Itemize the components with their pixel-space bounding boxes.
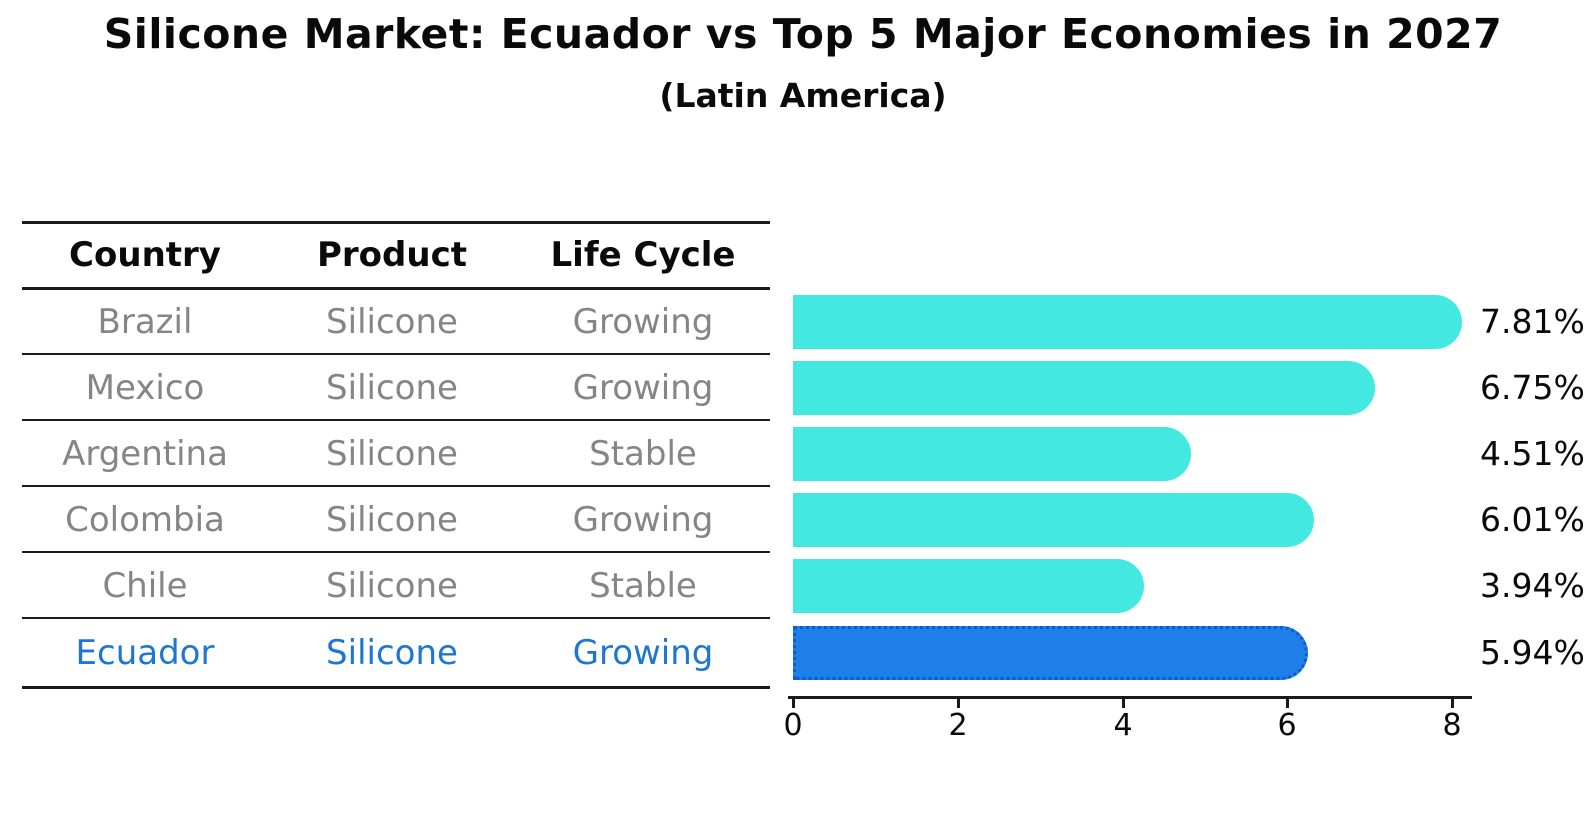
cell-life-cycle: Stable <box>589 434 697 474</box>
table-row-rule <box>22 485 770 487</box>
chart-title: Silicone Market: Ecuador vs Top 5 Major … <box>103 10 1503 58</box>
table-row: Chile Silicone Stable <box>22 553 770 619</box>
cell-country: Mexico <box>85 368 205 408</box>
cell-life-cycle: Growing <box>572 633 714 673</box>
x-axis-tick <box>792 699 795 708</box>
x-axis-tick <box>1286 699 1289 708</box>
x-axis-tick-label: 4 <box>1113 708 1133 743</box>
cell-product: Silicone <box>326 302 458 342</box>
table-header-rule <box>22 287 770 290</box>
bar-brazil <box>793 295 1462 349</box>
cell-country: Chile <box>102 566 188 606</box>
x-axis-tick-label: 8 <box>1442 708 1462 743</box>
table-row-rule <box>22 617 770 619</box>
bar-argentina <box>793 427 1191 481</box>
cell-product: Silicone <box>326 633 458 673</box>
x-axis-tick-label: 6 <box>1277 708 1297 743</box>
bar-ecuador-highlighted <box>793 626 1308 680</box>
value-label: 3.94% <box>1480 566 1585 605</box>
value-label: 6.75% <box>1480 368 1585 407</box>
x-axis-tick <box>1122 699 1125 708</box>
table-row-highlighted: Ecuador Silicone Growing <box>22 620 770 686</box>
cell-country: Ecuador <box>75 633 215 673</box>
table-bottom-rule <box>22 686 770 689</box>
cell-life-cycle: Stable <box>589 566 697 606</box>
cell-life-cycle: Growing <box>572 368 714 408</box>
table-header-row: Country Product Life Cycle <box>22 222 770 288</box>
bar-mexico <box>793 361 1375 415</box>
x-axis-tick <box>957 699 960 708</box>
table-top-rule <box>22 221 770 224</box>
header-cell-country: Country <box>69 235 221 275</box>
bar-chile <box>793 559 1144 613</box>
table-row: Argentina Silicone Stable <box>22 421 770 487</box>
x-axis-line <box>788 696 1472 699</box>
cell-life-cycle: Growing <box>572 302 714 342</box>
bar-colombia <box>793 493 1314 547</box>
chart-subtitle: (Latin America) <box>659 76 947 115</box>
cell-life-cycle: Growing <box>572 500 714 540</box>
table-row: Colombia Silicone Growing <box>22 487 770 553</box>
x-axis-tick-label: 0 <box>783 708 803 743</box>
x-axis-tick-label: 2 <box>948 708 968 743</box>
cell-product: Silicone <box>326 500 458 540</box>
cell-country: Argentina <box>62 434 228 474</box>
cell-product: Silicone <box>326 434 458 474</box>
table-row: Mexico Silicone Growing <box>22 355 770 421</box>
table-row-rule <box>22 353 770 355</box>
header-cell-life-cycle: Life Cycle <box>550 235 736 275</box>
value-label: 4.51% <box>1480 434 1585 473</box>
value-label: 7.81% <box>1480 302 1585 341</box>
cell-product: Silicone <box>326 566 458 606</box>
value-label: 5.94% <box>1480 633 1585 672</box>
value-label: 6.01% <box>1480 500 1585 539</box>
cell-product: Silicone <box>326 368 458 408</box>
cell-country: Brazil <box>97 302 193 342</box>
table-row: Brazil Silicone Growing <box>22 289 770 355</box>
table-row-rule <box>22 551 770 553</box>
x-axis-tick <box>1451 699 1454 708</box>
table-row-rule <box>22 419 770 421</box>
header-cell-product: Product <box>317 235 467 275</box>
cell-country: Colombia <box>65 500 225 540</box>
